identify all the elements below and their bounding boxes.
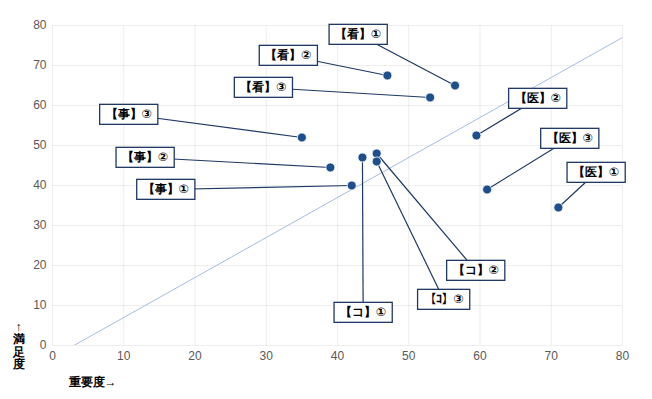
svg-text:【事】③: 【事】③ — [106, 107, 152, 121]
svg-text:70: 70 — [545, 349, 559, 363]
svg-text:60: 60 — [473, 349, 487, 363]
svg-text:10: 10 — [33, 298, 47, 312]
svg-text:【事】①: 【事】① — [143, 182, 189, 196]
svg-text:30: 30 — [33, 218, 47, 232]
svg-text:【事】②: 【事】② — [122, 150, 168, 164]
svg-text:【看】③: 【看】③ — [240, 80, 286, 94]
svg-text:60: 60 — [33, 98, 47, 112]
svg-text:【看】①: 【看】① — [335, 27, 381, 41]
svg-text:50: 50 — [402, 349, 416, 363]
svg-text:↑満足度: ↑満足度 — [12, 320, 25, 372]
svg-text:【ｺ】③: 【ｺ】③ — [424, 292, 464, 306]
svg-text:80: 80 — [33, 18, 47, 32]
svg-text:【医】③: 【医】③ — [547, 131, 593, 145]
svg-text:【医】②: 【医】② — [515, 91, 561, 105]
svg-text:40: 40 — [33, 178, 47, 192]
svg-text:0: 0 — [49, 349, 56, 363]
svg-text:40: 40 — [331, 349, 345, 363]
svg-text:【医】①: 【医】① — [573, 165, 619, 179]
svg-text:50: 50 — [33, 138, 47, 152]
svg-text:重要度→: 重要度→ — [68, 375, 117, 389]
svg-text:10: 10 — [117, 349, 131, 363]
svg-text:20: 20 — [33, 258, 47, 272]
svg-text:80: 80 — [616, 349, 630, 363]
svg-text:【コ】②: 【コ】② — [453, 263, 499, 277]
svg-text:30: 30 — [260, 349, 274, 363]
svg-text:70: 70 — [33, 58, 47, 72]
svg-text:【看】②: 【看】② — [265, 48, 311, 62]
svg-text:【コ】①: 【コ】① — [340, 305, 386, 319]
svg-text:0: 0 — [40, 338, 47, 352]
svg-text:20: 20 — [188, 349, 202, 363]
